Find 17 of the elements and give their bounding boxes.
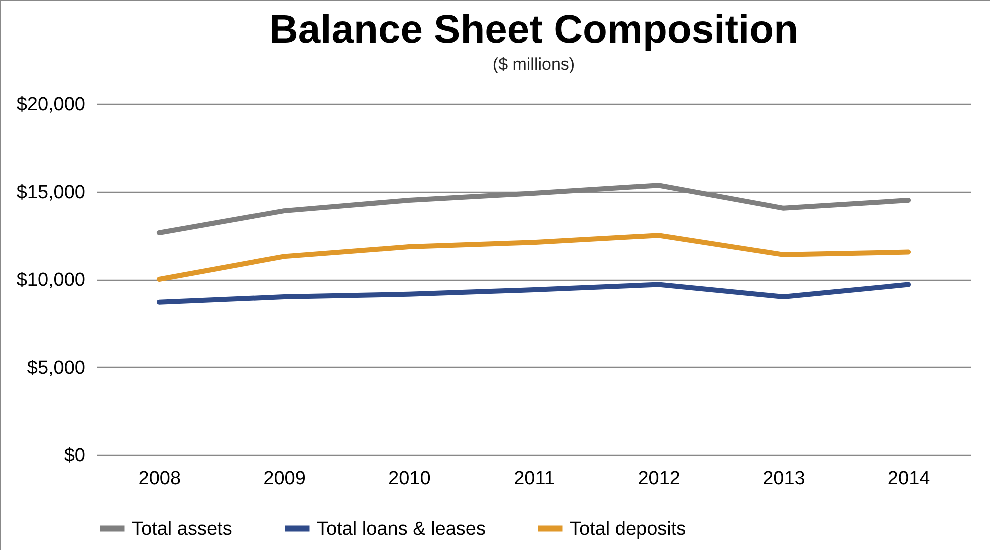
legend-label: Total loans & leases (317, 518, 486, 540)
y-tick-label: $0 (64, 446, 86, 466)
x-tick-label: 2012 (638, 468, 680, 490)
y-tick-label: $10,000 (16, 270, 86, 291)
y-tick-label: $15,000 (16, 182, 86, 204)
y-tick-label: $20,000 (16, 94, 86, 116)
legend-label: Total assets (132, 518, 232, 540)
x-tick-label: 2008 (138, 468, 182, 490)
chart-title: Balance Sheet Composition (270, 8, 798, 52)
chart-subtitle: ($ millions) (492, 55, 576, 74)
x-tick-label: 2010 (388, 468, 431, 490)
x-tick-label: 2009 (264, 468, 306, 490)
x-tick-label: 2011 (514, 468, 555, 490)
x-tick-label: 2013 (763, 468, 806, 490)
x-tick-label: 2014 (888, 468, 931, 490)
legend-label: Total deposits (570, 518, 686, 540)
y-tick-label: $5,000 (27, 358, 86, 379)
